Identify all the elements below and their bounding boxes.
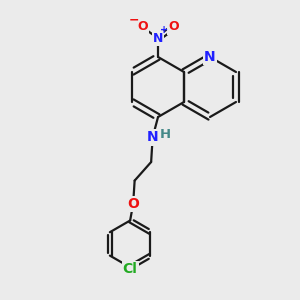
Text: N: N <box>204 50 216 64</box>
Text: −: − <box>129 14 139 27</box>
Text: N: N <box>153 32 163 45</box>
Text: O: O <box>127 197 139 211</box>
Text: Cl: Cl <box>123 262 138 276</box>
Text: N: N <box>147 130 158 144</box>
Text: O: O <box>168 20 179 34</box>
Text: O: O <box>137 20 148 34</box>
Text: +: + <box>160 25 168 35</box>
Text: H: H <box>160 128 171 142</box>
